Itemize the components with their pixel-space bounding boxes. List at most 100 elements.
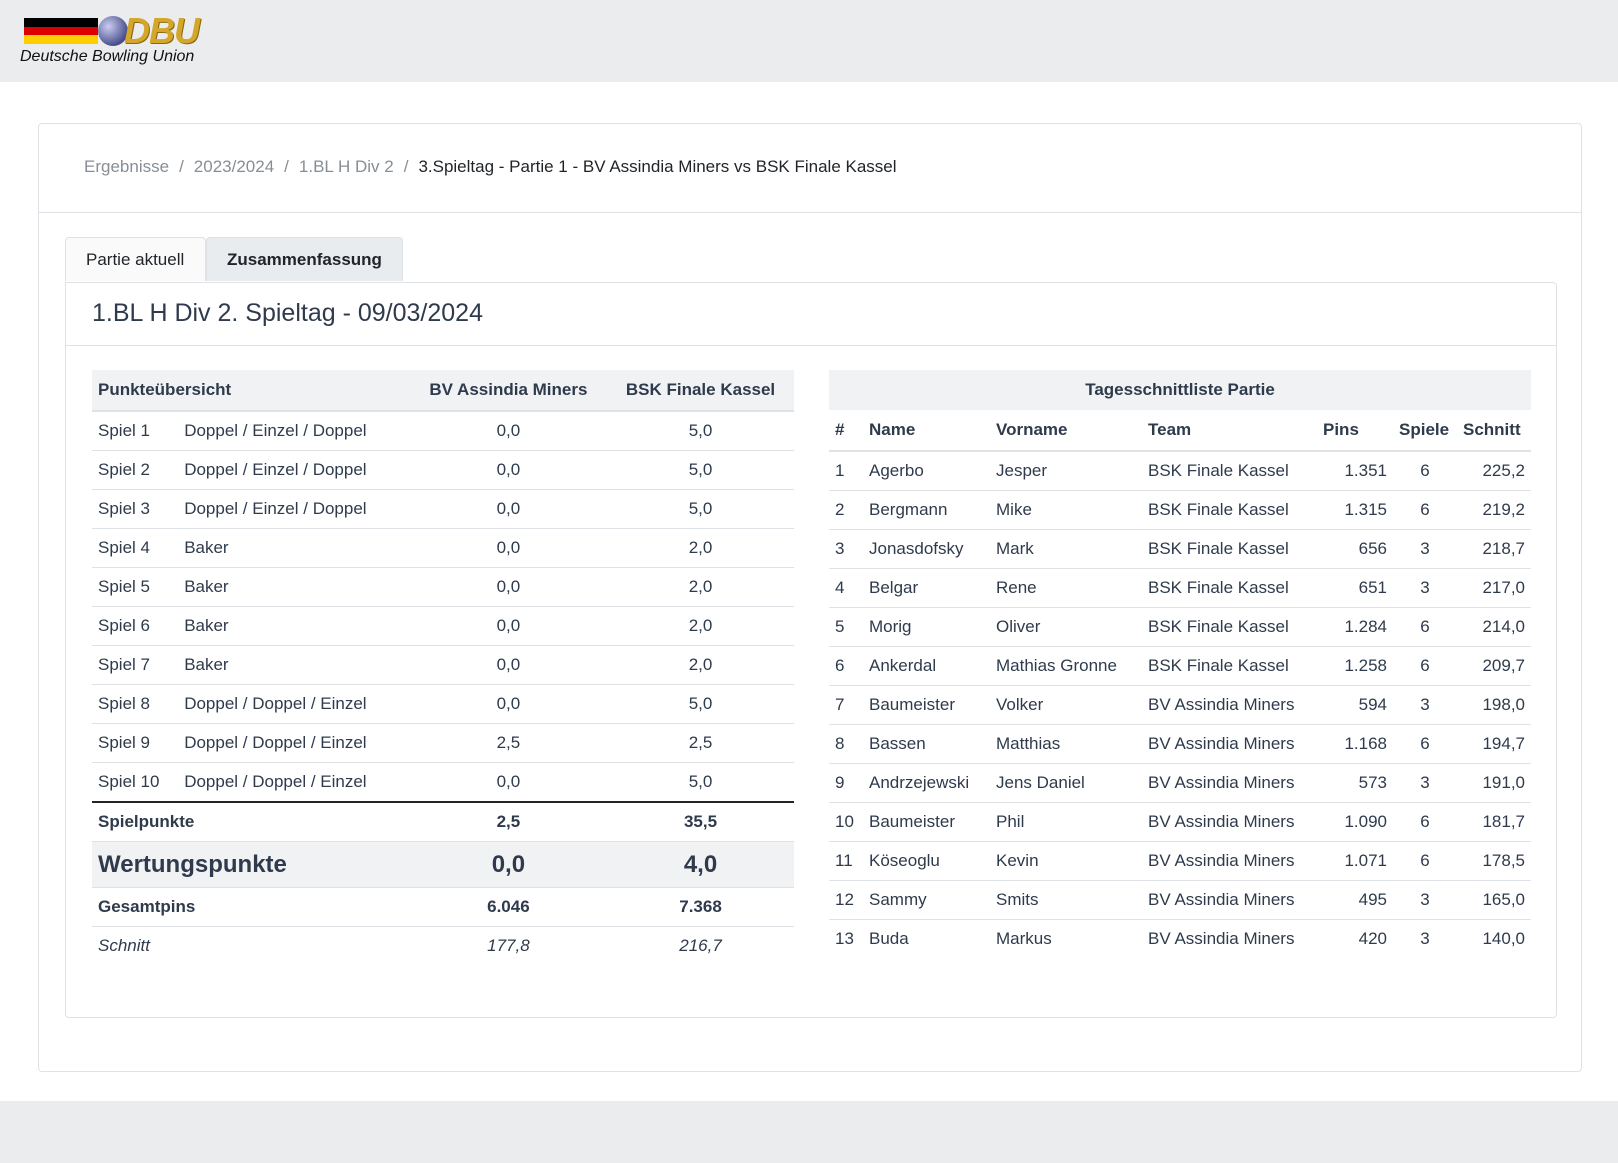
- spiel-label: Spiel 10: [92, 762, 179, 803]
- player-vorname: Oliver: [990, 607, 1142, 647]
- spiel-mode: Doppel / Einzel / Doppel: [178, 489, 410, 529]
- averages-row: 4 Belgar Rene BSK Finale Kassel 651 3 217,0: [829, 568, 1531, 608]
- player-pins: 1.090: [1317, 802, 1393, 842]
- player-schnitt: 165,0: [1457, 880, 1531, 920]
- player-rank: 12: [829, 880, 863, 920]
- player-rank: 6: [829, 646, 863, 686]
- averages-row: 8 Bassen Matthias BV Assindia Miners 1.168 6 1…: [829, 724, 1531, 764]
- logo-brand: DBU: [124, 10, 200, 51]
- player-vorname: Matthias: [990, 724, 1142, 764]
- breadcrumb-item-season[interactable]: 2023/2024: [193, 157, 275, 176]
- spielpunkte-label: Spielpunkte: [92, 801, 410, 842]
- spiel-score-team-b: 2,0: [607, 645, 794, 685]
- spiel-score-team-a: 0,0: [409, 645, 608, 685]
- player-team: BV Assindia Miners: [1142, 763, 1317, 803]
- averages-row: 1 Agerbo Jesper BSK Finale Kassel 1.351 6 225,…: [829, 451, 1531, 491]
- dbu-logo[interactable]: DBU Deutsche Bowling Union: [20, 10, 210, 70]
- tab-zusammenfassung[interactable]: Zusammenfassung: [206, 237, 403, 281]
- player-team: BSK Finale Kassel: [1142, 646, 1317, 686]
- player-spiele: 3: [1393, 568, 1457, 608]
- player-name: Köseoglu: [863, 841, 990, 881]
- player-schnitt: 218,7: [1457, 529, 1531, 569]
- player-vorname: Jesper: [990, 451, 1142, 491]
- player-name: Bassen: [863, 724, 990, 764]
- player-team: BSK Finale Kassel: [1142, 607, 1317, 647]
- player-rank: 9: [829, 763, 863, 803]
- player-pins: 1.351: [1317, 451, 1393, 491]
- spiel-mode: Doppel / Doppel / Einzel: [178, 762, 410, 803]
- player-pins: 495: [1317, 880, 1393, 920]
- logo-subtitle: Deutsche Bowling Union: [20, 48, 195, 65]
- player-spiele: 3: [1420, 929, 1430, 948]
- player-name: Bergmann: [863, 490, 990, 530]
- spiel-score-team-b: 5,0: [607, 489, 794, 529]
- player-schnitt: 181,7: [1457, 802, 1531, 842]
- wertungspunkte-label: Wertungspunkte: [92, 841, 410, 888]
- player-vorname: Rene: [990, 568, 1142, 608]
- player-pins: 594: [1317, 685, 1393, 725]
- player-team: BV Assindia Miners: [1142, 724, 1317, 764]
- content-card: Ergebnisse / 2023/2024 / 1.BL H Div 2 / 3.Spie…: [38, 123, 1582, 1072]
- player-vorname: Mike: [990, 490, 1142, 530]
- breadcrumb-item-league[interactable]: 1.BL H Div 2: [298, 157, 394, 176]
- player-pins: 420: [1358, 929, 1387, 948]
- spiel-score-team-b: 5,0: [607, 684, 794, 724]
- spiel-mode: Baker: [178, 528, 410, 568]
- player-vorname: Smits: [990, 880, 1142, 920]
- gesamtpins-team-a: 6.046: [409, 887, 608, 927]
- averages-row: 5 Morig Oliver BSK Finale Kassel 1.284 6 214,0: [829, 607, 1531, 647]
- spiel-mode: Baker: [178, 645, 410, 685]
- spiel-score-team-a: 0,0: [409, 606, 608, 646]
- player-vorname: Volker: [990, 685, 1142, 725]
- player-rank: 8: [829, 724, 863, 764]
- breadcrumb-item-ergebnisse[interactable]: Ergebnisse: [84, 157, 170, 176]
- col-name: Name: [863, 410, 990, 452]
- player-spiele: 6: [1393, 724, 1457, 764]
- footer-bar: [0, 1101, 1618, 1163]
- points-row: Spiel 2 Doppel / Einzel / Doppel 0,0 5,0: [92, 450, 794, 490]
- player-spiele: 3: [1393, 880, 1457, 920]
- spiel-label: Spiel 5: [92, 567, 179, 607]
- player-vorname: Markus: [996, 929, 1052, 948]
- player-team: BSK Finale Kassel: [1142, 490, 1317, 530]
- spiel-score-team-b: 2,0: [607, 567, 794, 607]
- tab-partie-aktuell[interactable]: Partie aktuell: [65, 237, 206, 281]
- spiel-label: Spiel 7: [92, 645, 179, 685]
- averages-row: 3 Jonasdofsky Mark BSK Finale Kassel 656 3 218…: [829, 529, 1531, 569]
- spiel-mode: Baker: [178, 606, 410, 646]
- player-rank: 10: [829, 802, 863, 842]
- player-pins: 1.168: [1317, 724, 1393, 764]
- player-rank: 13: [835, 929, 854, 948]
- averages-row: 11 Köseoglu Kevin BV Assindia Miners 1.071 6 1…: [829, 841, 1531, 881]
- wertungspunkte-row: Wertungspunkte 0,0 4,0: [92, 841, 794, 888]
- player-name: Ankerdal: [863, 646, 990, 686]
- spiel-score-team-a: 0,0: [409, 762, 608, 803]
- player-name: Sammy: [863, 880, 990, 920]
- spiel-label: Spiel 8: [92, 684, 179, 724]
- points-row: Spiel 1 Doppel / Einzel / Doppel 0,0 5,0: [92, 411, 794, 451]
- player-spiele: 3: [1393, 763, 1457, 803]
- player-vorname: Kevin: [990, 841, 1142, 881]
- spiel-score-team-b: 2,5: [607, 723, 794, 763]
- spiel-mode: Doppel / Einzel / Doppel: [178, 450, 410, 490]
- player-schnitt: 191,0: [1457, 763, 1531, 803]
- player-name: Agerbo: [863, 451, 990, 491]
- player-rank: 3: [829, 529, 863, 569]
- breadcrumb-separator: /: [284, 157, 289, 176]
- player-schnitt: 217,0: [1457, 568, 1531, 608]
- spiel-score-team-a: 0,0: [409, 567, 608, 607]
- schnitt-team-b: 216,7: [679, 936, 722, 955]
- averages-caption: Tagesschnittliste Partie: [829, 370, 1531, 410]
- player-team: BSK Finale Kassel: [1142, 568, 1317, 608]
- spiel-label: Spiel 2: [92, 450, 179, 490]
- player-vorname: Mathias Gronne: [990, 646, 1142, 686]
- player-team: BV Assindia Miners: [1142, 802, 1317, 842]
- player-rank: 4: [829, 568, 863, 608]
- player-schnitt: 209,7: [1457, 646, 1531, 686]
- player-spiele: 6: [1393, 802, 1457, 842]
- player-schnitt: 219,2: [1457, 490, 1531, 530]
- spiel-score-team-b: 2,0: [607, 606, 794, 646]
- player-vorname: Phil: [990, 802, 1142, 842]
- spiel-score-team-a: 0,0: [409, 528, 608, 568]
- spielpunkte-team-a: 2,5: [409, 801, 608, 842]
